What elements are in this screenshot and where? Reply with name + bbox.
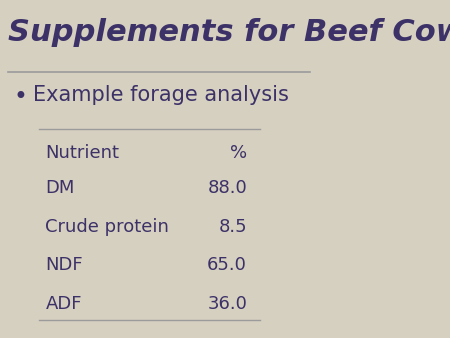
Text: 88.0: 88.0 [207, 179, 247, 197]
Text: ADF: ADF [45, 295, 82, 313]
Text: NDF: NDF [45, 256, 83, 274]
Text: •: • [14, 85, 28, 109]
Text: 36.0: 36.0 [207, 295, 247, 313]
Text: Supplements for Beef Cows: Supplements for Beef Cows [8, 18, 450, 47]
Text: 65.0: 65.0 [207, 256, 247, 274]
Text: Nutrient: Nutrient [45, 144, 120, 162]
Text: %: % [230, 144, 247, 162]
Text: DM: DM [45, 179, 75, 197]
Text: 8.5: 8.5 [218, 218, 247, 236]
Text: Crude protein: Crude protein [45, 218, 169, 236]
Text: Example forage analysis: Example forage analysis [33, 85, 289, 105]
